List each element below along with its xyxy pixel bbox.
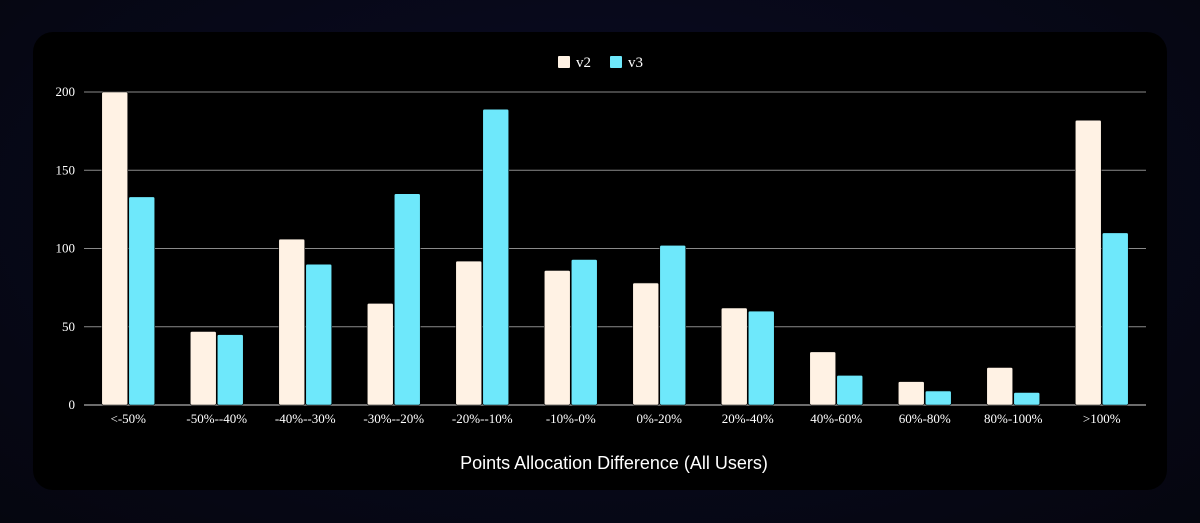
legend-label: v3: [628, 55, 643, 71]
bar-v2: [1074, 119, 1102, 406]
bar-v3: [570, 259, 598, 406]
x-tick-label: -40%--30%: [275, 411, 336, 426]
bar-v2: [101, 91, 129, 406]
bar-v2: [278, 238, 306, 406]
bar-v3: [393, 193, 421, 406]
y-tick-label: 50: [62, 319, 75, 334]
x-tick-label: -20%--10%: [452, 411, 513, 426]
x-tick-label: 60%-80%: [899, 411, 951, 426]
x-tick-label: -30%--20%: [363, 411, 424, 426]
legend[interactable]: v2 v3: [558, 55, 643, 71]
bar-v3: [1013, 392, 1041, 406]
y-tick-label: 0: [69, 397, 76, 412]
y-tick-label: 100: [56, 241, 76, 256]
x-tick-label: <-50%: [111, 411, 147, 426]
bar-v2: [543, 270, 571, 406]
x-tick-label: 80%-100%: [984, 411, 1043, 426]
x-axis-title: Points Allocation Difference (All Users): [460, 453, 768, 473]
x-tick-label: 40%-60%: [810, 411, 862, 426]
y-axis-ticks: 0 50 100 150 200: [56, 84, 76, 412]
bar-v3: [1101, 232, 1129, 406]
gridlines: [84, 91, 1146, 406]
bar-v3: [305, 263, 333, 406]
legend-item-v3[interactable]: v3: [610, 55, 643, 71]
x-tick-label: >100%: [1083, 411, 1121, 426]
legend-swatch: [610, 56, 622, 68]
legend-item-v2[interactable]: v2: [558, 55, 591, 71]
bar-v3: [836, 374, 864, 406]
bar-v2: [455, 260, 483, 406]
y-tick-label: 150: [56, 162, 76, 177]
bar-v3: [128, 196, 156, 406]
bar-v3: [747, 310, 775, 406]
bar-v2: [897, 381, 925, 406]
bars: [101, 91, 1129, 406]
bar-v2: [366, 302, 394, 406]
bar-v3: [216, 334, 244, 406]
x-tick-label: -50%--40%: [186, 411, 247, 426]
bar-v3: [659, 245, 687, 406]
bar-v3: [924, 390, 952, 406]
legend-swatch: [558, 56, 570, 68]
x-tick-label: 20%-40%: [722, 411, 774, 426]
bar-v2: [720, 307, 748, 406]
bar-v2: [986, 367, 1014, 406]
bar-v2: [809, 351, 837, 406]
bar-v2: [632, 282, 660, 406]
bar-v2: [189, 331, 217, 406]
y-tick-label: 200: [56, 84, 76, 99]
x-tick-label: 0%-20%: [637, 411, 683, 426]
bar-v3: [482, 108, 510, 406]
chart-card: [33, 32, 1167, 490]
x-axis-ticks: <-50% -50%--40% -40%--30% -30%--20% -20%--10…: [111, 411, 1121, 426]
x-tick-label: -10%-0%: [546, 411, 596, 426]
legend-label: v2: [576, 55, 591, 71]
